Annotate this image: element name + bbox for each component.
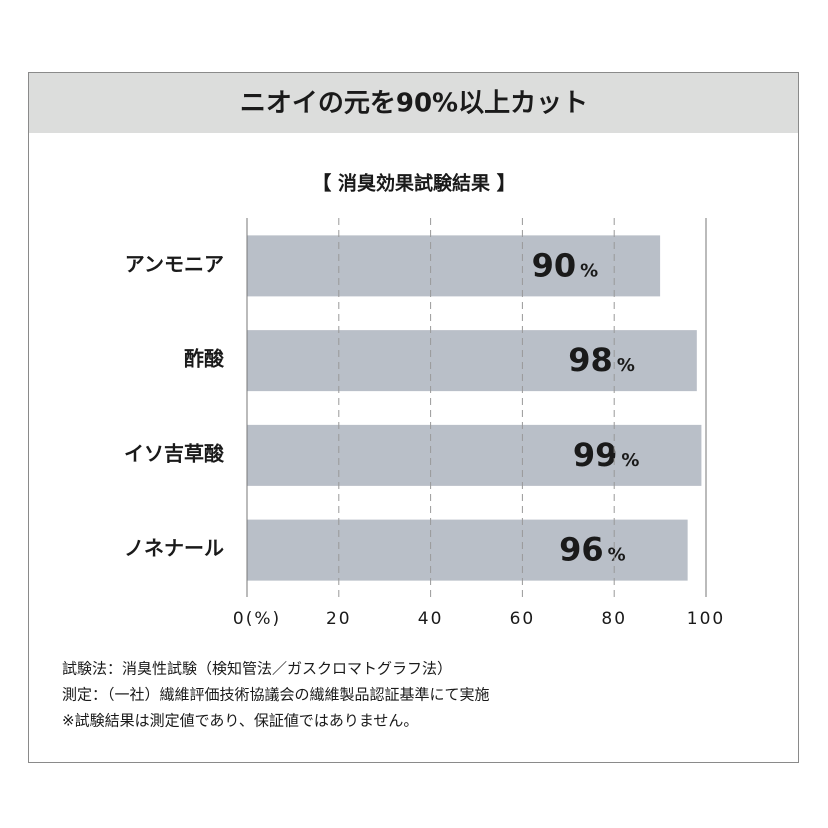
data-label-unit: % [580,260,598,281]
data-label-unit: % [617,355,635,376]
data-label-unit: % [621,450,639,471]
chart-title: 【 消臭効果試験結果 】 [312,172,515,195]
note: ※試験結果は測定値であり、保証値ではありません。 [62,712,418,730]
bar [247,330,697,392]
bar [247,235,661,297]
note: 測定：（一社）繊維評価技術協議会の繊維製品認証基準にて実施 [62,686,490,704]
data-label: 99 [573,436,618,474]
header-band [29,73,798,133]
x-tick-label: 20 [326,609,352,629]
x-tick-label: 0(%) [233,609,281,629]
category-label: 酢酸 [184,347,225,371]
category-label: アンモニア [125,252,224,276]
bar [247,424,702,486]
data-label: 98 [568,341,613,379]
category-label: イソ吉草酸 [124,441,225,465]
frame [28,72,799,763]
data-label-unit: % [608,545,626,566]
header-title: ニオイの元を90%以上カット [240,89,588,119]
data-label: 96 [559,531,604,569]
x-tick-label: 100 [687,609,725,629]
x-tick-label: 40 [418,609,444,629]
x-tick-label: 80 [601,609,627,629]
x-tick-label: 60 [510,609,536,629]
data-label: 90 [532,246,577,284]
category-label: ノネナール [124,536,224,560]
note: 試験法：消臭性試験（検知管法／ガスクロマトグラフ法） [62,660,452,678]
